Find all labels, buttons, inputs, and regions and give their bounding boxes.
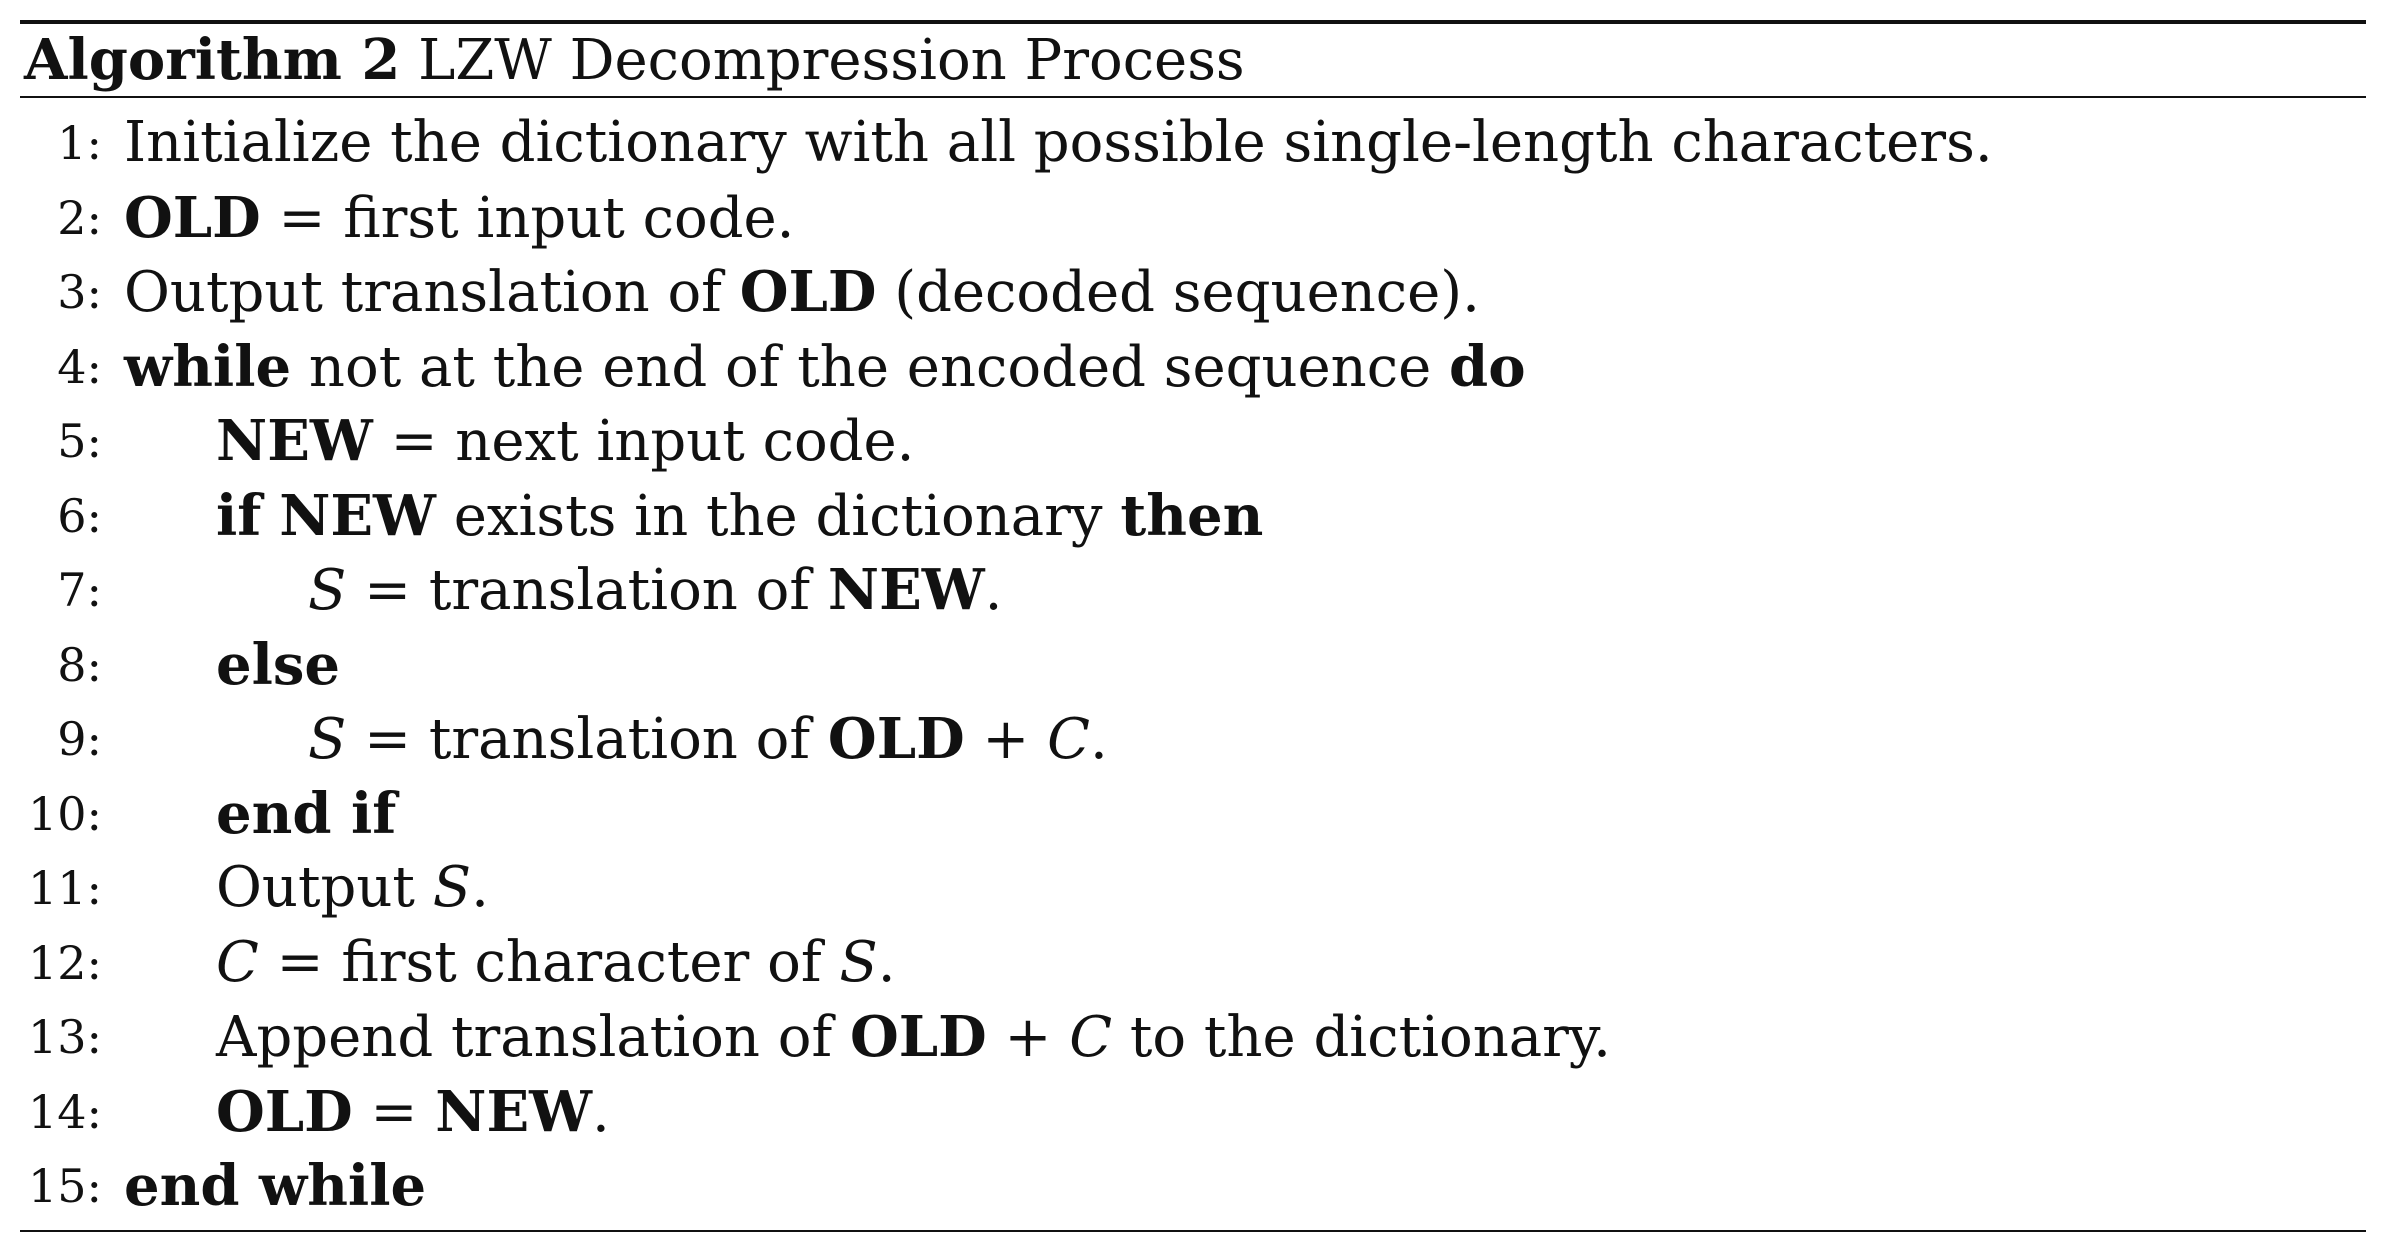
text-run: . bbox=[592, 1079, 610, 1145]
text-run: = translation of bbox=[346, 558, 828, 623]
text-run: . bbox=[471, 855, 489, 920]
line-code: OLD = first input code. bbox=[124, 181, 794, 257]
text-run: Append translation of bbox=[216, 1005, 850, 1070]
line-code: Output S. bbox=[216, 851, 489, 926]
line-code: end while bbox=[124, 1149, 426, 1225]
text-run bbox=[261, 484, 279, 549]
math-variable-s: S bbox=[308, 707, 347, 772]
top-rule bbox=[20, 20, 2366, 24]
line-number: 5: bbox=[57, 414, 102, 468]
math-variable-s: S bbox=[839, 929, 878, 995]
text-run: = bbox=[352, 1079, 436, 1145]
line-code: NEW = next input code. bbox=[216, 404, 914, 480]
variable-old: OLD bbox=[124, 184, 261, 251]
text-run: = translation of bbox=[346, 707, 828, 772]
algorithm-line: 10: end if bbox=[20, 777, 2366, 852]
algorithm-block: Algorithm 2 LZW Decompression Process 1:… bbox=[20, 20, 2366, 1232]
line-code: Append translation of OLD + C to the dic… bbox=[216, 1000, 1611, 1076]
line-number: 9: bbox=[57, 712, 102, 766]
algorithm-line: 12: C = first character of S. bbox=[20, 926, 2366, 1001]
line-number: 4: bbox=[57, 339, 102, 394]
line-number: 8: bbox=[57, 637, 102, 692]
algorithm-line: 4: while not at the end of the encoded s… bbox=[20, 330, 2366, 405]
algorithm-line: 15: end while bbox=[20, 1149, 2366, 1224]
text-run: . bbox=[877, 929, 896, 995]
algorithm-lines: 1: Initialize the dictionary with all po… bbox=[20, 106, 2366, 1224]
variable-new: NEW bbox=[279, 482, 436, 549]
text-run: to the dictionary. bbox=[1112, 1005, 1611, 1070]
text-run: Initialize the dictionary with all possi… bbox=[124, 110, 1993, 175]
keyword-end-while: end while bbox=[124, 1153, 427, 1219]
text-run: + bbox=[964, 707, 1048, 772]
algorithm-line: 13: Append translation of OLD + C to the… bbox=[20, 1000, 2366, 1075]
variable-new: NEW bbox=[435, 1078, 593, 1145]
algorithm-line: 7: S = translation of NEW. bbox=[20, 553, 2366, 628]
keyword-then: then bbox=[1120, 482, 1264, 549]
variable-new: NEW bbox=[827, 557, 985, 623]
math-variable-c: C bbox=[216, 929, 259, 995]
keyword-end-if: end if bbox=[216, 780, 397, 847]
keyword-do: do bbox=[1449, 333, 1526, 400]
math-variable-s: S bbox=[432, 855, 472, 920]
text-run: (decoded sequence). bbox=[876, 260, 1480, 325]
text-run: Output bbox=[216, 855, 433, 920]
keyword-if: if bbox=[216, 482, 262, 549]
line-number: 2: bbox=[57, 190, 102, 245]
algorithm-line: 2: OLD = first input code. bbox=[20, 181, 2366, 256]
variable-old: OLD bbox=[827, 706, 965, 772]
line-code: S = translation of OLD + C. bbox=[308, 702, 1108, 778]
line-number: 10: bbox=[27, 786, 102, 841]
text-run: = next input code. bbox=[372, 409, 915, 474]
line-number: 14: bbox=[27, 1084, 102, 1139]
keyword-while: while bbox=[124, 333, 292, 400]
variable-old: OLD bbox=[850, 1004, 987, 1070]
line-code: while not at the end of the encoded sequ… bbox=[124, 330, 1526, 406]
line-number: 1: bbox=[57, 116, 102, 170]
line-code: end if bbox=[216, 777, 396, 853]
text-run: . bbox=[1090, 707, 1108, 772]
line-number: 6: bbox=[57, 488, 102, 543]
text-run: exists in the dictionary bbox=[435, 483, 1121, 549]
math-variable-c: C bbox=[1069, 1005, 1113, 1070]
algorithm-caption: Algorithm 2 LZW Decompression Process bbox=[20, 24, 2366, 96]
line-number: 13: bbox=[27, 1010, 102, 1064]
algorithm-line: 6: if NEW exists in the dictionary then bbox=[20, 479, 2366, 554]
text-run: = first input code. bbox=[260, 185, 795, 251]
text-run: = first character of bbox=[258, 929, 840, 995]
algorithm-title: LZW Decompression Process bbox=[418, 28, 1245, 93]
algorithm-line: 8: else bbox=[20, 628, 2366, 703]
algorithm-line: 11: Output S. bbox=[20, 851, 2366, 926]
math-variable-c: C bbox=[1047, 707, 1091, 772]
line-code: Initialize the dictionary with all possi… bbox=[124, 106, 1993, 181]
line-code: else bbox=[216, 628, 340, 704]
variable-old: OLD bbox=[739, 259, 877, 325]
line-code: C = first character of S. bbox=[216, 926, 896, 1001]
algorithm-line: 9: S = translation of OLD + C. bbox=[20, 702, 2366, 777]
line-number: 15: bbox=[27, 1159, 102, 1213]
algorithm-line: 14: OLD = NEW. bbox=[20, 1075, 2366, 1150]
line-number: 11: bbox=[27, 861, 102, 915]
line-number: 7: bbox=[57, 563, 102, 617]
line-code: OLD = NEW. bbox=[216, 1075, 610, 1151]
line-code: Output translation of OLD (decoded seque… bbox=[124, 255, 1480, 331]
text-run: + bbox=[986, 1005, 1070, 1070]
text-run: . bbox=[984, 558, 1003, 623]
caption-rule bbox=[20, 96, 2366, 98]
line-code: if NEW exists in the dictionary then bbox=[216, 479, 1263, 555]
line-code: S = translation of NEW. bbox=[308, 553, 1002, 629]
algorithm-line: 5: NEW = next input code. bbox=[20, 404, 2366, 479]
algorithm-label: Algorithm 2 bbox=[24, 27, 401, 93]
line-number: 3: bbox=[57, 265, 102, 319]
algorithm-line: 3: Output translation of OLD (decoded se… bbox=[20, 255, 2366, 330]
keyword-else: else bbox=[216, 631, 341, 698]
line-number: 12: bbox=[27, 935, 102, 990]
algorithm-line: 1: Initialize the dictionary with all po… bbox=[20, 106, 2366, 181]
bottom-rule bbox=[20, 1229, 2366, 1232]
text-run: not at the end of the encoded sequence bbox=[291, 334, 1450, 400]
variable-new: NEW bbox=[216, 408, 373, 474]
math-variable-s: S bbox=[308, 558, 347, 623]
text-run: Output translation of bbox=[124, 260, 740, 325]
variable-old: OLD bbox=[216, 1078, 353, 1145]
